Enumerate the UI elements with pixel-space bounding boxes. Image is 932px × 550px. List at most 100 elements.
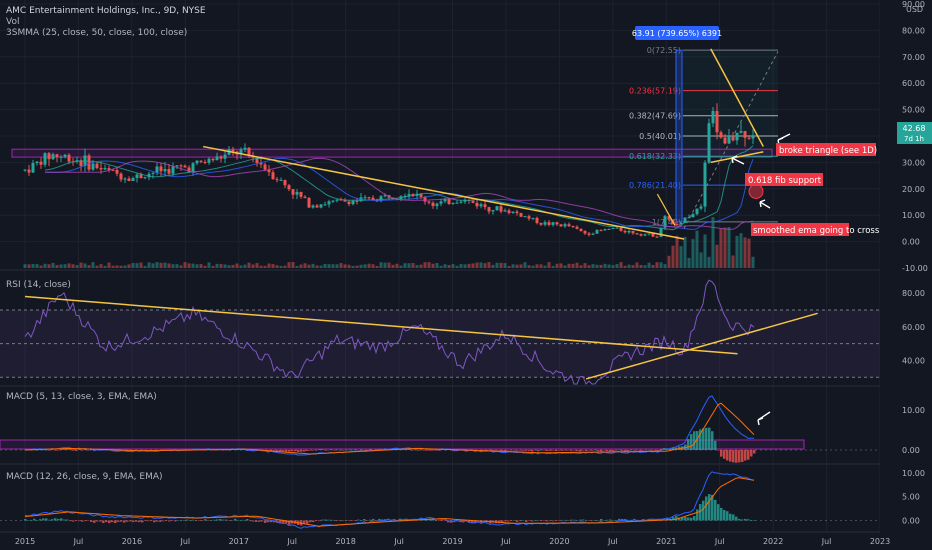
symbol-title: AMC Entertainment Holdings, Inc., 9D, NY… bbox=[6, 6, 206, 16]
volume-bar bbox=[623, 265, 627, 268]
macd-slow-histogram-bar bbox=[564, 519, 567, 521]
macd-fast-histogram-bar bbox=[537, 450, 540, 452]
macd-fast-histogram-bar bbox=[615, 450, 618, 451]
macd-fast-histogram-bar bbox=[75, 450, 78, 451]
volume-bar bbox=[655, 262, 659, 268]
macd-slow-histogram-bar bbox=[720, 507, 723, 521]
macd-slow-histogram-bar bbox=[147, 520, 150, 522]
support-zone-rect bbox=[11, 148, 773, 158]
fib-level-label: 0.5(40.01) bbox=[639, 132, 681, 141]
volume-bar bbox=[727, 227, 731, 268]
volume-bar bbox=[339, 263, 343, 268]
macd-fast-histogram-bar bbox=[639, 450, 642, 451]
candle-body bbox=[107, 168, 111, 170]
macd-slow-histogram-bar bbox=[204, 519, 207, 521]
price-axis[interactable]: 90.00 80.00 70.00 60.00 50.00 40.00 30.00 20.00… bbox=[880, 0, 932, 550]
macd-slow-histogram-bar bbox=[717, 504, 720, 521]
volume-bar bbox=[191, 263, 195, 268]
macd-fast-histogram-bar bbox=[732, 450, 735, 463]
volume-bar bbox=[179, 265, 183, 268]
macd-slow-histogram-bar bbox=[246, 518, 249, 521]
last-price-badge: 42.68 7d 1h bbox=[897, 122, 932, 144]
candle-body bbox=[439, 201, 443, 204]
candle-body bbox=[695, 208, 699, 215]
time-tick-label: Jul bbox=[821, 537, 832, 546]
macd-slow-histogram-bar bbox=[306, 520, 309, 524]
volume-bar bbox=[711, 217, 715, 268]
macd-fast-histogram-bar bbox=[303, 450, 306, 452]
macd-fast-histogram-bar bbox=[423, 450, 426, 451]
macd-slow-histogram-bar bbox=[42, 518, 45, 521]
annotation-arrow bbox=[757, 411, 771, 426]
macd-fast-histogram-bar bbox=[429, 450, 432, 451]
macd-slow-histogram-bar bbox=[594, 520, 597, 521]
macd-slow-histogram-bar bbox=[174, 520, 177, 522]
volume-bar bbox=[271, 264, 275, 268]
macd-slow-histogram-bar bbox=[603, 520, 606, 521]
macd-slow-histogram-bar bbox=[78, 520, 81, 522]
macd-slow-histogram-bar bbox=[621, 518, 624, 521]
volume-bar bbox=[399, 265, 403, 268]
fib-level-label: 0.786(21.40) bbox=[629, 181, 681, 190]
candle-body bbox=[487, 207, 491, 212]
macd-slow-histogram-bar bbox=[651, 518, 654, 521]
time-tick-label: Jul bbox=[73, 537, 84, 546]
macd-slow-histogram-bar bbox=[384, 519, 387, 521]
candle-body bbox=[627, 230, 631, 233]
volume-bar bbox=[703, 234, 707, 268]
candle-body bbox=[691, 214, 695, 218]
smma-25-line bbox=[44, 145, 754, 231]
candle-body bbox=[283, 179, 287, 186]
macd-fast-histogram-bar bbox=[285, 450, 288, 452]
volume-bar bbox=[303, 263, 307, 268]
volume-bar bbox=[79, 262, 83, 268]
macd-slow-histogram-bar bbox=[672, 517, 675, 521]
candle-body bbox=[351, 200, 355, 205]
volume-bar bbox=[167, 263, 171, 268]
macd-slow-histogram-bar bbox=[192, 519, 195, 521]
candle-body bbox=[319, 204, 323, 208]
macd-fast-histogram-bar bbox=[603, 450, 606, 451]
macd-slow-histogram-bar bbox=[354, 520, 357, 521]
candle-body bbox=[63, 154, 67, 157]
macd-slow-histogram-bar bbox=[132, 520, 135, 523]
fib-level-label: 0.382(47.69) bbox=[629, 112, 681, 121]
macd-slow-histogram-bar bbox=[549, 520, 552, 521]
candle-body bbox=[231, 149, 235, 152]
fib-level-label: 0.618(32.33) bbox=[629, 152, 681, 161]
candle-body bbox=[643, 234, 647, 236]
volume-bar bbox=[499, 262, 503, 268]
macd-slow-histogram-bar bbox=[102, 520, 105, 524]
volume-bar bbox=[435, 262, 439, 268]
macd-fast-histogram-bar bbox=[330, 449, 333, 451]
volume-bar bbox=[683, 236, 687, 268]
macd-fast-histogram-bar bbox=[399, 449, 402, 451]
macd-fast-histogram-bar bbox=[90, 449, 93, 451]
volume-bar bbox=[39, 265, 43, 268]
volume-bar bbox=[175, 264, 179, 268]
candle-body bbox=[255, 157, 259, 163]
macd-fast-histogram-bar bbox=[405, 449, 408, 450]
macd-fast-histogram-bar bbox=[321, 449, 324, 450]
volume-bar bbox=[707, 256, 711, 268]
candle-body bbox=[95, 163, 99, 169]
volume-bar bbox=[331, 264, 335, 268]
macd-slow-histogram-bar bbox=[237, 520, 240, 521]
volume-bar bbox=[411, 262, 415, 268]
candle-body bbox=[715, 111, 719, 133]
candle-body bbox=[635, 233, 639, 235]
volume-bar bbox=[371, 264, 375, 268]
macd-slow-histogram-bar bbox=[471, 520, 474, 523]
volume-bar bbox=[723, 227, 727, 268]
macd-slow-histogram-bar bbox=[438, 520, 441, 521]
time-axis[interactable]: 2015 Jul 2016 Jul 2017 Jul 2018 Jul 2019 Jul 2020 J… bbox=[15, 537, 890, 546]
candle-body bbox=[347, 201, 351, 205]
macd-fast-histogram-bar bbox=[228, 450, 231, 451]
macd-slow-histogram-bar bbox=[570, 519, 573, 521]
volume-bar bbox=[43, 263, 47, 268]
macd-slow-histogram-bar bbox=[84, 520, 87, 522]
volume-bar bbox=[599, 264, 603, 268]
macd-fast-histogram-bar bbox=[402, 449, 405, 450]
macd-fast-histogram-bar bbox=[435, 450, 438, 451]
macd-slow-histogram-bar bbox=[609, 519, 612, 521]
